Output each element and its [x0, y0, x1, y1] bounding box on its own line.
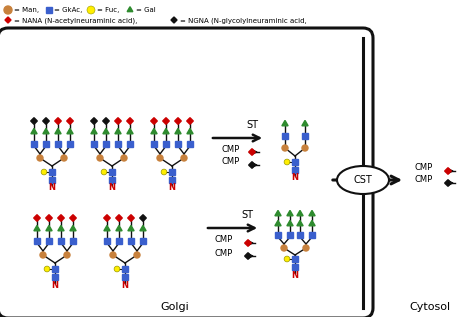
Circle shape — [101, 169, 107, 175]
Circle shape — [114, 266, 120, 272]
Circle shape — [64, 252, 70, 258]
Bar — [140, 238, 146, 244]
Circle shape — [4, 6, 12, 14]
Bar — [70, 238, 76, 244]
Text: ST: ST — [241, 210, 253, 220]
Circle shape — [303, 245, 309, 251]
Bar — [287, 232, 293, 238]
Bar — [52, 274, 58, 280]
Text: CMP: CMP — [222, 158, 240, 166]
Bar — [175, 141, 181, 147]
Text: Cytosol: Cytosol — [410, 302, 451, 312]
Bar — [34, 238, 40, 244]
Text: CMP: CMP — [215, 249, 233, 257]
Bar — [55, 141, 61, 147]
Text: = NANA (N-acetylneuraminic acid),: = NANA (N-acetylneuraminic acid), — [14, 17, 137, 23]
Text: CMP: CMP — [215, 236, 233, 244]
Text: CST: CST — [354, 175, 373, 185]
Circle shape — [87, 6, 95, 14]
Bar — [109, 169, 115, 175]
Bar — [292, 264, 298, 270]
Bar — [58, 238, 64, 244]
Text: CMP: CMP — [415, 176, 433, 184]
Text: = GkAc,: = GkAc, — [54, 7, 82, 13]
Bar — [128, 238, 134, 244]
Circle shape — [282, 145, 288, 151]
Bar — [122, 274, 128, 280]
Bar — [31, 141, 37, 147]
Text: = Man,: = Man, — [14, 7, 39, 13]
Bar — [163, 141, 169, 147]
Bar — [292, 256, 298, 262]
Bar — [104, 238, 110, 244]
Bar — [297, 232, 303, 238]
Bar — [302, 133, 308, 139]
Bar — [187, 141, 193, 147]
Text: = Gal: = Gal — [136, 7, 156, 13]
Bar — [292, 159, 298, 165]
Circle shape — [41, 169, 47, 175]
Bar — [116, 238, 122, 244]
Circle shape — [284, 256, 290, 262]
Text: CMP: CMP — [415, 164, 433, 172]
Bar — [109, 177, 115, 183]
Circle shape — [284, 159, 290, 165]
Circle shape — [181, 155, 187, 161]
Bar — [115, 141, 121, 147]
Bar — [49, 177, 55, 183]
Bar — [103, 141, 109, 147]
Bar — [43, 141, 49, 147]
Bar — [275, 232, 281, 238]
Bar — [169, 177, 175, 183]
Bar — [46, 238, 52, 244]
Circle shape — [37, 155, 43, 161]
Circle shape — [97, 155, 103, 161]
Bar — [309, 232, 315, 238]
Circle shape — [281, 245, 287, 251]
Text: N: N — [109, 184, 116, 192]
Bar — [46, 7, 52, 13]
Circle shape — [40, 252, 46, 258]
Text: Golgi: Golgi — [161, 302, 190, 312]
Circle shape — [121, 155, 127, 161]
Bar — [91, 141, 97, 147]
Circle shape — [161, 169, 167, 175]
Ellipse shape — [337, 166, 389, 194]
Text: ST: ST — [246, 120, 258, 130]
Bar — [282, 133, 288, 139]
Text: = Fuc,: = Fuc, — [97, 7, 119, 13]
Bar — [169, 169, 175, 175]
Text: N: N — [52, 281, 58, 289]
Text: N: N — [168, 184, 175, 192]
Text: CMP: CMP — [222, 145, 240, 153]
Text: N: N — [292, 270, 299, 280]
Text: N: N — [48, 184, 55, 192]
FancyBboxPatch shape — [0, 28, 373, 317]
Circle shape — [44, 266, 50, 272]
Circle shape — [302, 145, 308, 151]
Text: = NGNA (N-glycolylneuraminic acid,: = NGNA (N-glycolylneuraminic acid, — [180, 17, 307, 23]
Bar — [67, 141, 73, 147]
Text: N: N — [121, 281, 128, 289]
Circle shape — [134, 252, 140, 258]
Bar — [127, 141, 133, 147]
Bar — [49, 169, 55, 175]
Bar — [292, 167, 298, 173]
Text: N: N — [292, 173, 299, 183]
Bar — [52, 266, 58, 272]
Circle shape — [61, 155, 67, 161]
Bar — [122, 266, 128, 272]
Bar — [151, 141, 157, 147]
Circle shape — [157, 155, 163, 161]
Circle shape — [110, 252, 116, 258]
